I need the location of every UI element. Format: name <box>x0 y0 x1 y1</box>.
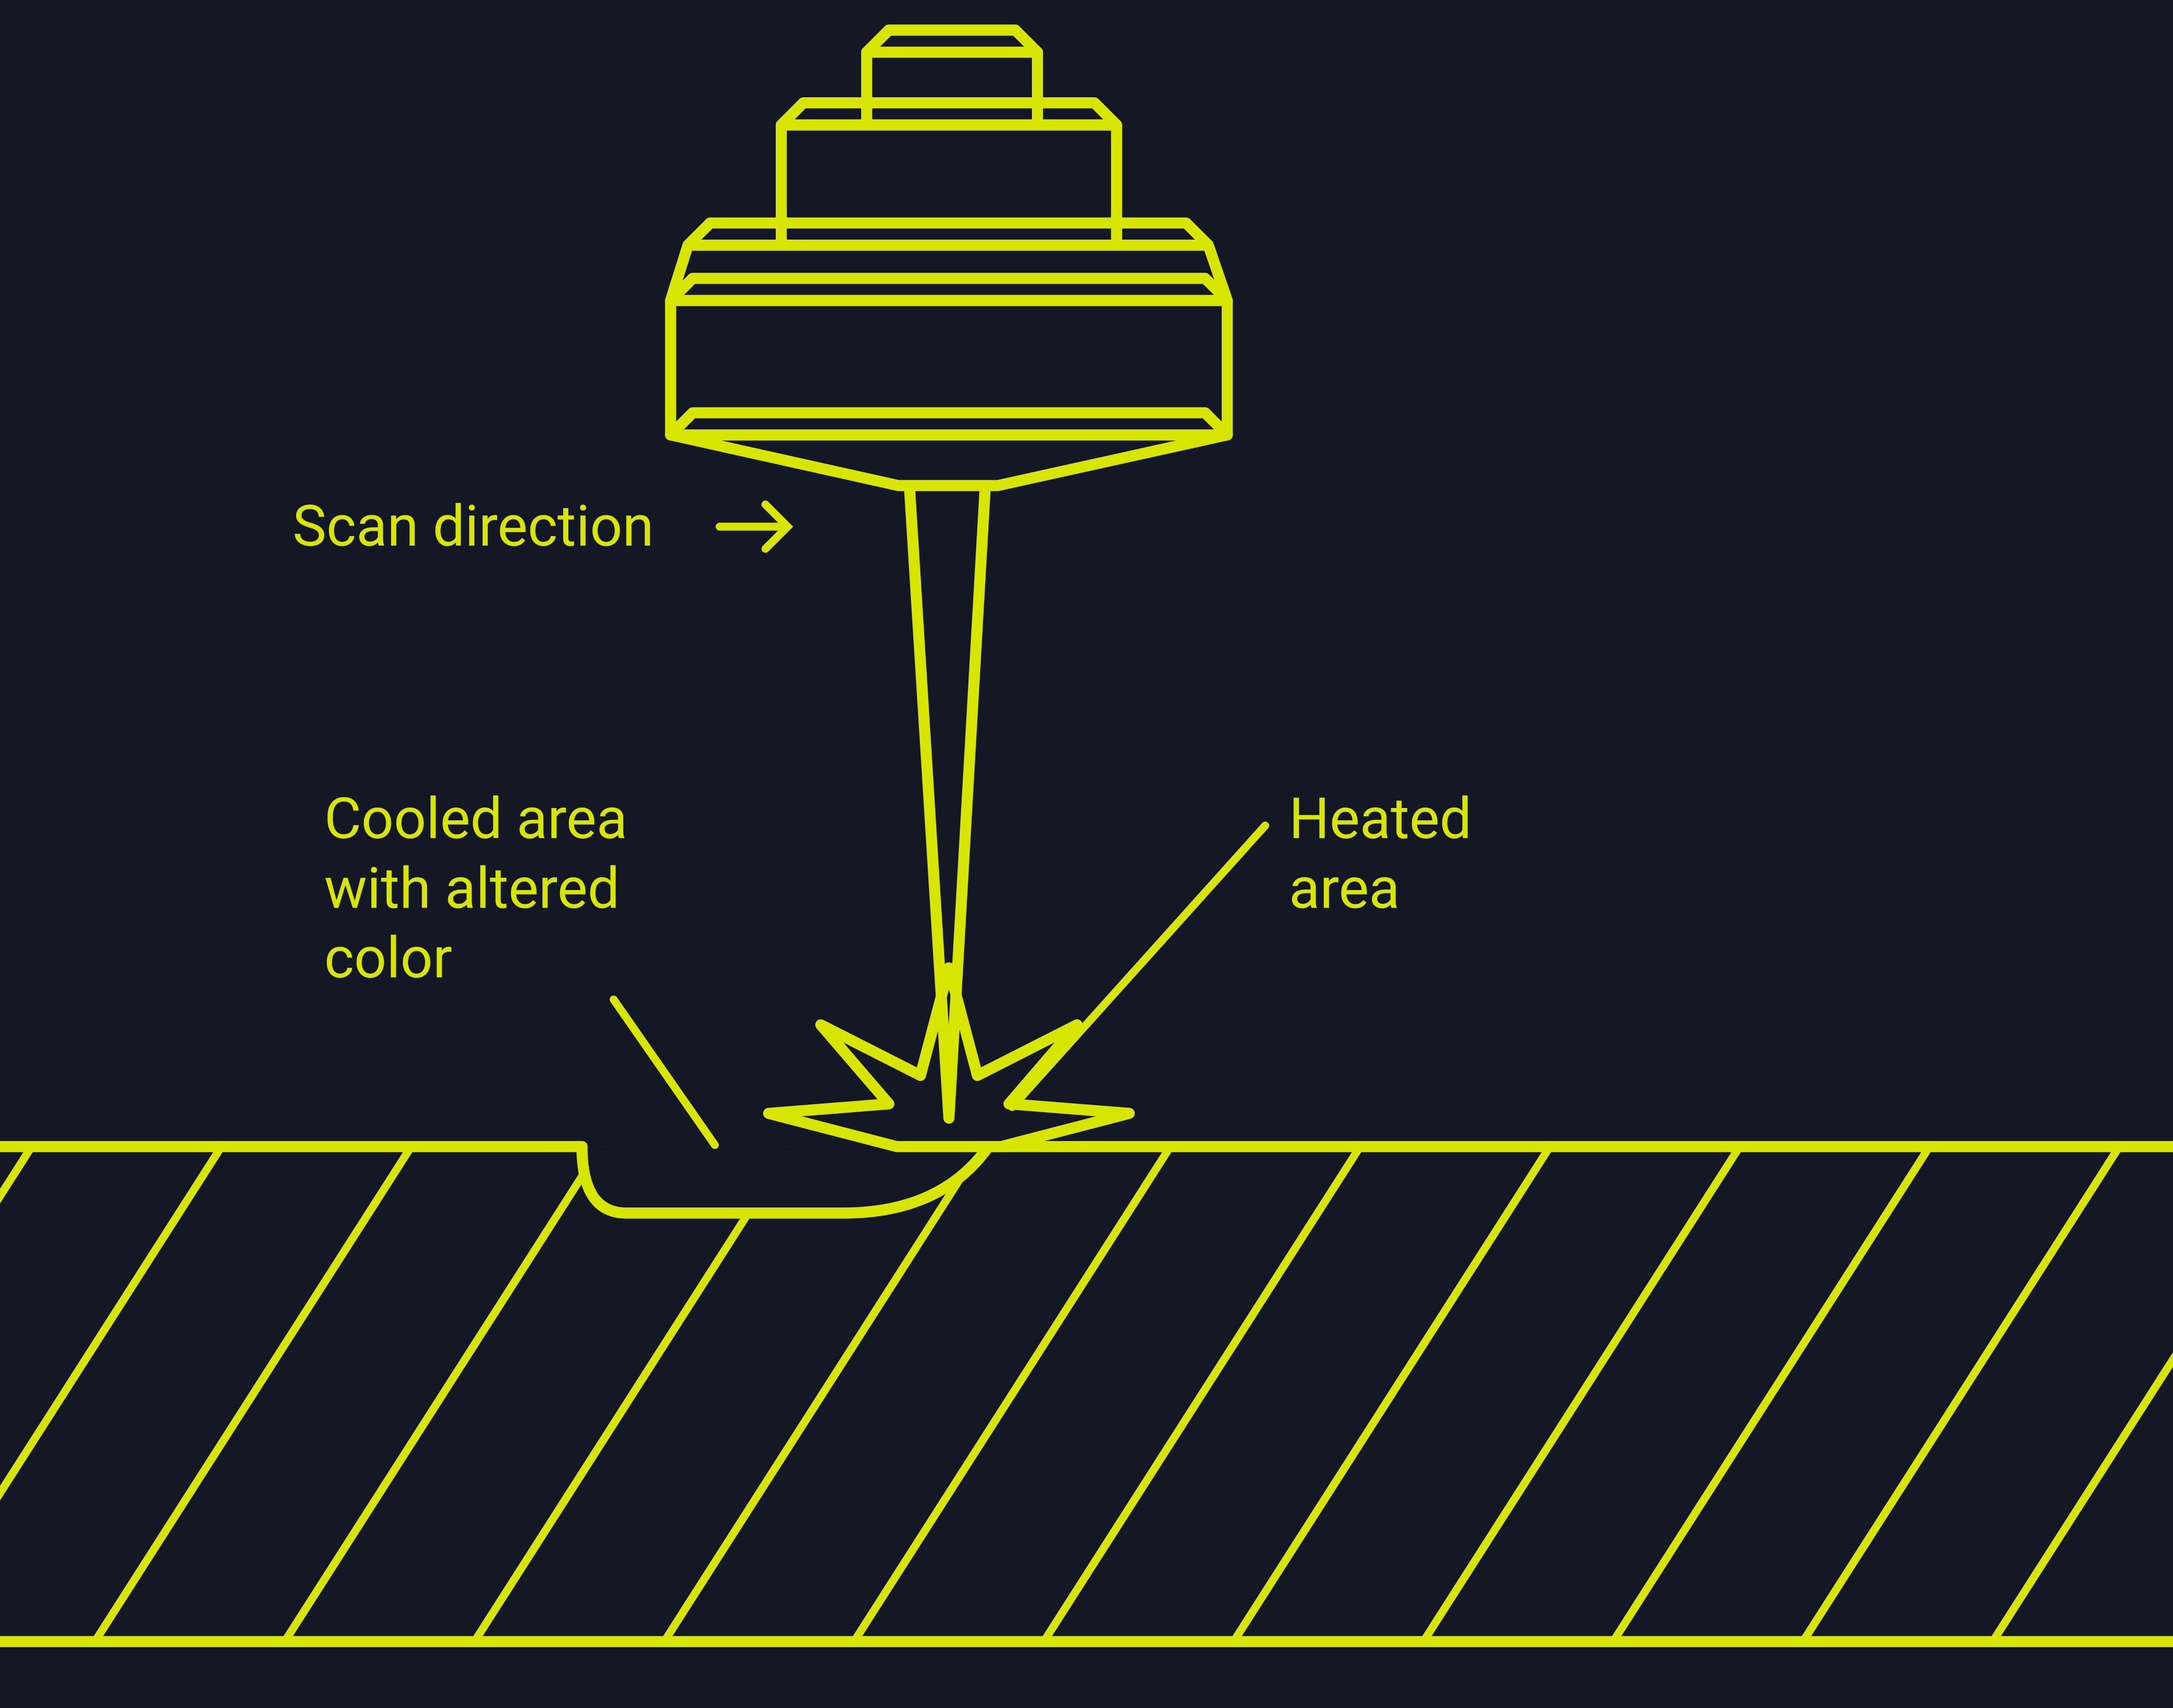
laser-diagram: Scan direction Cooled areawith alteredcol… <box>0 0 2173 1708</box>
cooled-area-label-3: color <box>324 925 452 992</box>
diagram-container: Scan direction Cooled areawith alteredcol… <box>0 0 2173 1708</box>
heated-area-label-2: area <box>1289 855 1400 922</box>
heated-area-label-1: Heated <box>1289 786 1472 853</box>
scan-direction-label: Scan direction <box>293 493 654 560</box>
cooled-area-label-2: with altered <box>324 855 620 922</box>
cooled-area-label-1: Cooled area <box>324 786 627 853</box>
